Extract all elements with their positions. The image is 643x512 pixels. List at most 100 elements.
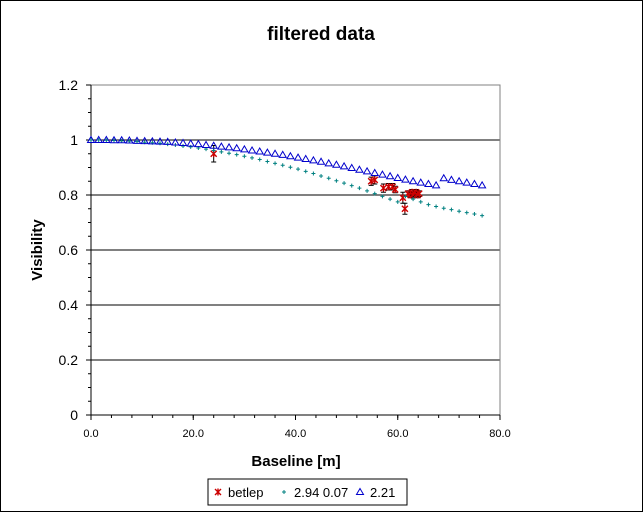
data-point <box>342 181 347 186</box>
data-point <box>470 179 479 187</box>
legend-label: betlep <box>228 485 263 500</box>
data-point <box>178 138 188 147</box>
data-point <box>431 180 441 189</box>
data-point <box>232 143 242 152</box>
data-point <box>401 175 410 183</box>
data-point <box>362 166 372 175</box>
data-point <box>395 199 400 204</box>
data-point <box>263 148 272 156</box>
data-point <box>278 150 288 158</box>
data-point <box>403 194 408 199</box>
data-point <box>163 137 173 145</box>
data-point <box>334 178 339 183</box>
data-point <box>147 136 157 145</box>
data-point <box>434 204 439 209</box>
data-series <box>86 135 487 218</box>
data-point <box>94 135 104 143</box>
chart-title: filtered data <box>267 24 375 45</box>
data-point <box>447 175 456 183</box>
data-point <box>324 158 334 167</box>
data-point <box>101 135 111 143</box>
data-point <box>464 210 469 215</box>
data-point <box>155 137 165 145</box>
x-tick-label: 0.0 <box>83 428 98 440</box>
data-point <box>255 147 265 155</box>
data-point <box>379 184 387 192</box>
data-point <box>378 170 387 178</box>
data-point <box>109 135 119 144</box>
data-point <box>391 186 399 193</box>
data-point <box>311 171 316 176</box>
data-point <box>365 188 370 193</box>
data-point <box>288 165 293 170</box>
y-tick-label: 0.6 <box>59 242 79 258</box>
data-point <box>393 173 403 181</box>
data-point <box>416 178 426 186</box>
x-axis-label: Baseline [m] <box>251 453 340 470</box>
data-point <box>339 161 349 170</box>
data-point <box>371 176 379 184</box>
data-point <box>357 186 362 191</box>
data-point <box>301 154 311 162</box>
legend-marker <box>355 487 365 495</box>
data-point <box>477 180 487 189</box>
data-point <box>309 155 318 164</box>
y-tick-label: 0.4 <box>59 297 79 313</box>
data-point <box>457 209 462 214</box>
data-point <box>216 142 226 150</box>
data-point <box>415 190 423 198</box>
y-tick-label: 0.2 <box>59 352 79 368</box>
x-axis: 0.0 20.0 40.0 60.0 80.0 <box>83 414 511 440</box>
legend-label: 2.94 0.07 <box>294 485 348 500</box>
data-point <box>280 163 285 168</box>
data-point <box>270 149 280 157</box>
data-point <box>355 165 364 173</box>
series-triangle <box>86 135 487 189</box>
y-tick-label: 1 <box>70 132 78 148</box>
data-point <box>265 159 270 164</box>
data-point <box>273 161 278 166</box>
data-point <box>209 141 219 149</box>
data-point <box>454 176 464 185</box>
data-point <box>449 207 454 212</box>
series-plus <box>89 138 485 218</box>
y-axis-label: Visibility <box>29 219 46 281</box>
y-tick-label: 1.2 <box>59 77 79 93</box>
data-point <box>480 213 485 218</box>
data-point <box>132 136 142 144</box>
data-point <box>119 138 124 143</box>
data-point <box>219 149 224 154</box>
data-point <box>286 151 295 160</box>
data-point <box>186 139 196 147</box>
data-point <box>240 144 249 153</box>
data-point <box>89 138 93 142</box>
data-point <box>347 163 357 172</box>
x-tick-label: 80.0 <box>489 428 510 440</box>
y-tick-label: 0.8 <box>59 187 79 203</box>
data-point <box>104 138 109 143</box>
data-point <box>472 211 477 216</box>
data-point <box>188 144 193 149</box>
data-point <box>418 199 423 204</box>
data-point <box>257 157 262 162</box>
data-point <box>332 160 341 168</box>
data-point <box>385 171 395 180</box>
data-point <box>127 139 132 144</box>
data-point <box>319 174 324 179</box>
data-point <box>247 145 257 154</box>
data-point <box>181 144 186 149</box>
data-point <box>388 197 393 202</box>
legend-box <box>207 478 408 506</box>
data-point <box>296 167 301 172</box>
legend-marker <box>214 488 222 496</box>
data-point <box>242 154 247 159</box>
data-point <box>86 135 96 143</box>
data-point <box>250 155 255 160</box>
data-point <box>224 142 234 151</box>
data-point <box>303 169 308 174</box>
y-tick-label: 0 <box>70 407 78 423</box>
data-point <box>326 176 331 181</box>
data-point <box>372 191 377 196</box>
data-point <box>316 157 326 165</box>
